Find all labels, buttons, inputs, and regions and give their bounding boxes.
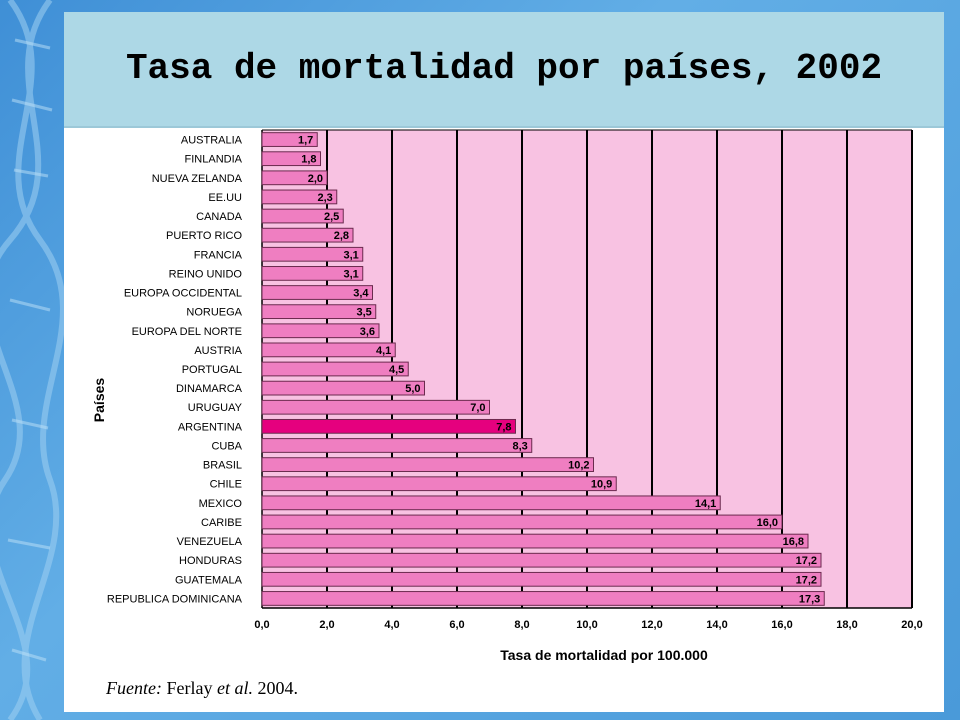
bar <box>261 438 533 453</box>
value-label: 10,9 <box>591 479 612 491</box>
value-label: 4,1 <box>376 345 391 357</box>
category-label: VENEZUELA <box>177 536 243 548</box>
source-year: 2004. <box>257 678 298 698</box>
x-tick-label: 16,0 <box>771 619 792 631</box>
category-label: BRASIL <box>203 460 242 472</box>
category-label: REPUBLICA DOMINICANA <box>107 593 243 605</box>
category-label: EUROPA DEL NORTE <box>132 326 242 338</box>
source-citation: Fuente: Ferlay et al. 2004. <box>106 678 298 699</box>
category-label: DINAMARCA <box>176 383 243 395</box>
bar <box>261 591 825 606</box>
value-label: 14,1 <box>695 498 716 510</box>
category-label: CARIBE <box>201 517 242 529</box>
bar <box>261 189 338 205</box>
category-label: EE.UU <box>208 192 242 204</box>
value-label: 3,6 <box>360 326 375 338</box>
value-label: 2,5 <box>324 211 339 223</box>
bar <box>261 399 490 415</box>
source-etal: et al. <box>216 678 253 698</box>
source-label: Fuente: <box>106 678 162 698</box>
value-label: 16,8 <box>783 536 804 548</box>
value-label: 3,1 <box>343 249 358 261</box>
bar <box>261 361 409 377</box>
bar <box>261 285 373 300</box>
category-label: AUSTRALIA <box>181 135 243 147</box>
source-author: Ferlay <box>166 678 213 698</box>
value-label: 2,8 <box>334 230 349 242</box>
slide-panel: Tasa de mortalidad por países, 2002 0,0 2… <box>64 12 944 712</box>
category-label: ARGENTINA <box>178 421 243 433</box>
x-tick-label: 20,0 <box>901 619 922 631</box>
value-label: 16,0 <box>757 517 778 529</box>
bar <box>261 266 364 281</box>
x-tick-label: 4,0 <box>384 619 399 631</box>
value-label: 1,7 <box>298 135 313 147</box>
title-box: Tasa de mortalidad por países, 2002 <box>64 12 944 128</box>
x-tick-label: 2,0 <box>319 619 334 631</box>
x-tick-label: 6,0 <box>449 619 464 631</box>
category-label: CANADA <box>196 211 243 223</box>
bar-chart: 0,0 2,0 4,0 6,0 8,0 10,0 12,0 14,0 16,0 18,0 20,0 A… <box>91 129 923 663</box>
bar <box>261 246 364 262</box>
value-label: 4,5 <box>389 364 404 376</box>
value-label: 1,8 <box>301 154 316 166</box>
bar <box>261 495 721 511</box>
value-label: 7,0 <box>470 402 485 414</box>
category-label: EUROPA OCCIDENTAL <box>124 288 242 300</box>
category-label: FRANCIA <box>194 249 243 261</box>
category-label: REINO UNIDO <box>169 268 243 280</box>
value-label: 17,2 <box>796 555 817 567</box>
bar <box>261 323 380 339</box>
x-axis-title: Tasa de mortalidad por 100.000 <box>500 647 708 663</box>
category-label: PORTUGAL <box>182 364 242 376</box>
bar <box>261 380 425 396</box>
x-tick-label: 12,0 <box>641 619 662 631</box>
bar <box>261 132 318 147</box>
bar <box>261 151 321 167</box>
category-label: NORUEGA <box>186 307 242 319</box>
value-label: 3,1 <box>343 268 358 280</box>
x-tick-label: 0,0 <box>254 619 269 631</box>
category-label: CHILE <box>210 479 242 491</box>
value-label: 8,3 <box>512 440 527 452</box>
category-label: MEXICO <box>199 498 243 510</box>
bar <box>261 418 516 434</box>
bar <box>261 170 328 186</box>
value-label: 2,3 <box>317 192 332 204</box>
x-tick-label: 14,0 <box>706 619 727 631</box>
bar <box>261 476 617 492</box>
category-label: FINLANDIA <box>185 154 243 166</box>
bar <box>261 571 822 587</box>
value-label: 2,0 <box>308 173 323 185</box>
value-label: 17,3 <box>799 593 820 605</box>
y-axis-title: Países <box>91 378 107 423</box>
category-label: HONDURAS <box>179 555 242 567</box>
value-label: 3,5 <box>356 307 371 319</box>
bar <box>261 457 594 472</box>
bar <box>261 533 809 549</box>
bar <box>261 208 344 224</box>
category-label: AUSTRIA <box>194 345 242 357</box>
category-label: PUERTO RICO <box>166 230 242 242</box>
bar <box>261 552 822 568</box>
value-label: 10,2 <box>568 460 589 472</box>
x-tick-label: 8,0 <box>514 619 529 631</box>
category-label: NUEVA ZELANDA <box>152 173 243 185</box>
category-label: URUGUAY <box>188 402 243 414</box>
x-tick-label: 10,0 <box>576 619 597 631</box>
bar <box>261 514 783 530</box>
value-label: 3,4 <box>353 288 369 300</box>
value-label: 17,2 <box>796 574 817 586</box>
bar <box>261 304 377 320</box>
bar <box>261 342 396 358</box>
slide-title: Tasa de mortalidad por países, 2002 <box>125 48 883 89</box>
value-label: 5,0 <box>405 383 420 395</box>
bar <box>261 227 354 243</box>
category-label: CUBA <box>211 440 242 452</box>
category-label: GUATEMALA <box>175 574 243 586</box>
x-tick-label: 18,0 <box>836 619 857 631</box>
value-label: 7,8 <box>496 421 511 433</box>
